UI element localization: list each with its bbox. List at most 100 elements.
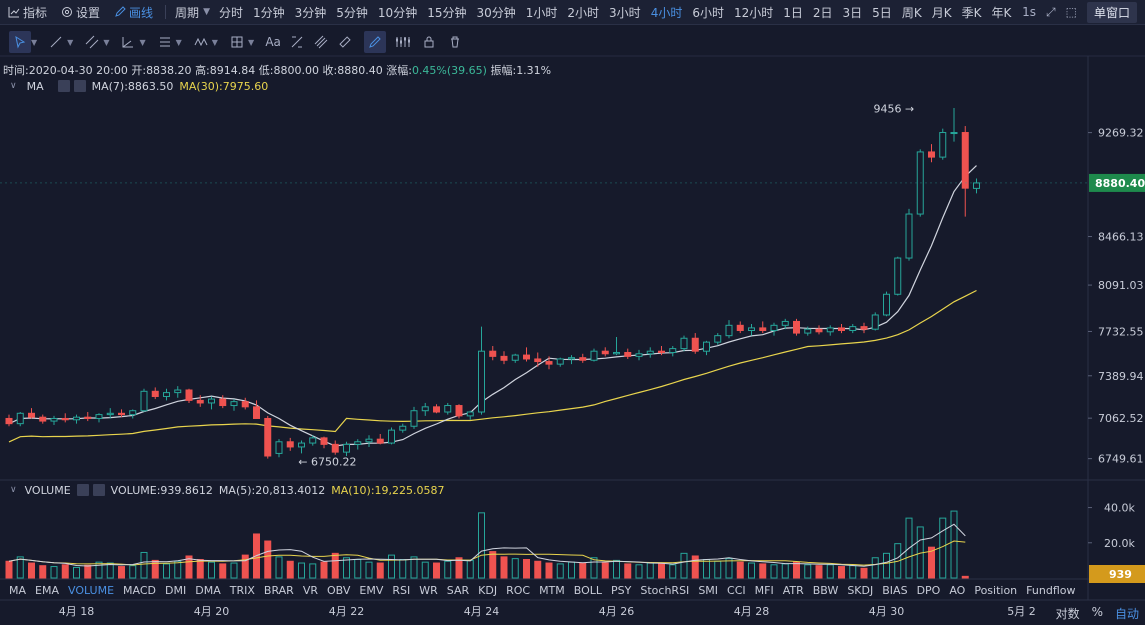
- x-tick-label: 4月 30: [869, 605, 905, 618]
- volume-bar-up: [703, 559, 710, 579]
- indicator-tab-trix[interactable]: TRIX: [229, 583, 255, 597]
- draw-button[interactable]: 画线: [114, 4, 153, 21]
- period-0[interactable]: 分时: [218, 5, 243, 20]
- period-1[interactable]: 1分钟: [253, 5, 285, 20]
- cursor-icon[interactable]: [9, 31, 31, 53]
- volume-bar-up: [680, 552, 688, 579]
- wave-icon[interactable]: [190, 31, 212, 53]
- period-18[interactable]: 月K: [931, 5, 952, 20]
- indicator-tab-stochrsi[interactable]: StochRSI: [640, 583, 690, 597]
- indicator-tab-cci[interactable]: CCI: [727, 583, 746, 597]
- indicator-tab-boll[interactable]: BOLL: [573, 583, 603, 597]
- caret-down-icon[interactable]: ▼: [103, 37, 110, 47]
- indicator-tab-volume[interactable]: VOLUME: [67, 583, 115, 597]
- indicator-tab-rsi[interactable]: RSI: [392, 583, 411, 597]
- indicator-tab-wr[interactable]: WR: [419, 583, 438, 597]
- indicator-tab-position[interactable]: Position: [974, 583, 1018, 597]
- auto-scale-toggle[interactable]: 自动: [1114, 607, 1139, 621]
- indicator-tab-atr[interactable]: ATR: [782, 583, 804, 597]
- window-mode-button[interactable]: 单窗口: [1086, 1, 1137, 23]
- indicator-tab-kdj[interactable]: KDJ: [478, 583, 498, 597]
- indicator-tab-dpo[interactable]: DPO: [916, 583, 941, 597]
- interval-label[interactable]: 1s: [1022, 5, 1037, 19]
- period-12[interactable]: 12小时: [733, 5, 774, 20]
- ruler-icon[interactable]: [334, 31, 356, 53]
- indicators-button[interactable]: 指标: [8, 4, 47, 21]
- caret-down-icon[interactable]: ▼: [211, 37, 218, 47]
- settings-icon[interactable]: [76, 484, 89, 496]
- angle-icon[interactable]: [117, 31, 139, 53]
- period-17[interactable]: 周K: [901, 5, 922, 20]
- close-icon[interactable]: [73, 80, 86, 92]
- period-2[interactable]: 3分钟: [294, 5, 327, 20]
- period-8[interactable]: 2小时: [567, 5, 600, 20]
- indicator-tab-bbw[interactable]: BBW: [812, 583, 839, 597]
- trash-icon[interactable]: [444, 31, 466, 53]
- period-4[interactable]: 10分钟: [377, 5, 418, 20]
- settings-button[interactable]: 设置: [61, 4, 100, 21]
- indicator-tab-mtm[interactable]: MTM: [539, 583, 565, 597]
- lock-icon[interactable]: [418, 31, 440, 53]
- period-9[interactable]: 3小时: [609, 5, 641, 20]
- percent-scale-toggle[interactable]: %: [1091, 605, 1103, 619]
- period-11[interactable]: 6小时: [692, 5, 724, 20]
- period-3[interactable]: 5分钟: [336, 5, 368, 20]
- period-dropdown[interactable]: 周期: [175, 5, 200, 20]
- caret-down-icon[interactable]: ▼: [31, 37, 38, 47]
- last-price-label: 8880.40: [1095, 177, 1145, 190]
- draw-label: 画线: [129, 5, 154, 20]
- fullscreen-icon[interactable]: ⤢: [1046, 4, 1056, 19]
- indicator-tab-dmi[interactable]: DMI: [165, 583, 187, 597]
- period-13[interactable]: 1日: [783, 5, 803, 20]
- volume-bar-down: [961, 575, 969, 579]
- collapse-icon[interactable]: ∨: [10, 485, 17, 495]
- indicator-tab-roc[interactable]: ROC: [506, 583, 531, 597]
- settings-icon[interactable]: [57, 80, 70, 92]
- indicator-tab-dma[interactable]: DMA: [195, 583, 221, 597]
- parallel-channel-icon[interactable]: [81, 31, 103, 53]
- period-14[interactable]: 2日: [812, 5, 833, 20]
- collapse-icon[interactable]: ∨: [10, 81, 17, 91]
- last-price-tag: [1089, 173, 1145, 192]
- close-icon[interactable]: [92, 484, 105, 496]
- period-16[interactable]: 5日: [872, 5, 892, 20]
- fibonacci-icon[interactable]: [286, 31, 308, 53]
- indicator-tab-sar[interactable]: SAR: [446, 583, 470, 597]
- period-7[interactable]: 1小时: [525, 5, 558, 20]
- indicator-tab-ao[interactable]: AO: [949, 583, 966, 597]
- period-19[interactable]: 季K: [961, 5, 982, 20]
- indicator-tab-emv[interactable]: EMV: [359, 583, 384, 597]
- indicator-tab-psy[interactable]: PSY: [611, 583, 632, 597]
- caret-down-icon[interactable]: ▼: [139, 37, 146, 47]
- volume-bar-down: [196, 559, 204, 579]
- indicator-tab-macd[interactable]: MACD: [123, 583, 157, 597]
- indicator-tab-fundflow[interactable]: Fundflow: [1026, 583, 1076, 597]
- trend-line-icon[interactable]: [45, 31, 67, 53]
- screenshot-icon[interactable]: ⬚: [1065, 5, 1077, 19]
- horizontal-lines-icon[interactable]: [154, 31, 176, 53]
- period-20[interactable]: 年K: [991, 5, 1012, 20]
- period-6[interactable]: 30分钟: [476, 5, 516, 20]
- period-10[interactable]: 4小时: [650, 5, 683, 20]
- log-scale-toggle[interactable]: 对数: [1055, 607, 1080, 621]
- caret-down-icon[interactable]: ▼: [247, 37, 255, 47]
- pen-icon[interactable]: [364, 31, 387, 53]
- indicator-tab-ma[interactable]: MA: [9, 583, 27, 597]
- caret-down-icon[interactable]: ▼: [67, 37, 74, 47]
- indicator-tab-skdj[interactable]: SKDJ: [847, 583, 874, 597]
- indicator-tab-obv[interactable]: OBV: [327, 583, 351, 597]
- period-15[interactable]: 3日: [842, 5, 863, 20]
- indicator-tab-ema[interactable]: EMA: [35, 583, 59, 597]
- candle-up: [905, 213, 913, 259]
- magnet-icon[interactable]: [310, 31, 332, 53]
- period-5[interactable]: 15分钟: [427, 5, 467, 20]
- caret-down-icon[interactable]: ▼: [175, 37, 182, 47]
- rectangle-icon[interactable]: [226, 31, 248, 53]
- text-icon[interactable]: Aa: [265, 35, 281, 49]
- indicator-tab-mfi[interactable]: MFI: [754, 583, 774, 597]
- indicator-tab-smi[interactable]: SMI: [698, 583, 719, 597]
- indicator-tab-brar[interactable]: BRAR: [263, 583, 294, 597]
- candle-icon[interactable]: [392, 31, 414, 53]
- indicator-tab-bias[interactable]: BIAS: [882, 583, 908, 597]
- indicator-tab-vr[interactable]: VR: [302, 583, 318, 597]
